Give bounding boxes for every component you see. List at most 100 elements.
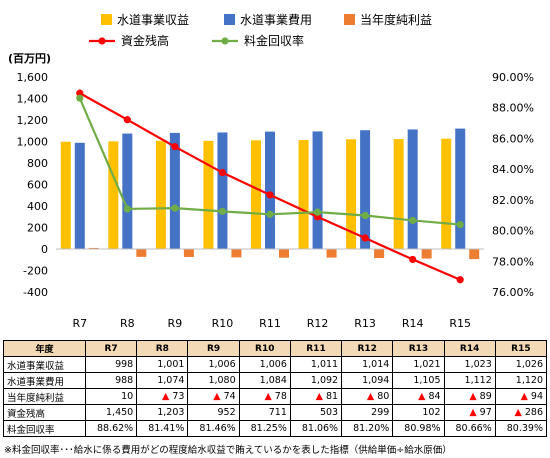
x-axis: R7 R8 R9 R10 R11 R12 R13 R14 R15: [72, 317, 471, 330]
footnote: ※料金回収率･･･給水に係る費用がどの程度給水収益で賄えているかを表した指標（供…: [4, 445, 452, 456]
table-cell: 1,105: [392, 372, 445, 389]
bar-revenue: [203, 140, 214, 249]
x-tick-label: R11: [259, 317, 281, 330]
table-cell: 1,080: [187, 372, 240, 389]
table-cell: ▲ 80: [341, 388, 394, 405]
table-cell: 102: [392, 404, 445, 421]
y-right-tick-label: 88.00%: [492, 102, 534, 115]
bar-revenue: [155, 140, 166, 249]
table-cell: 88.62%: [84, 420, 138, 437]
table-cell: 1,021: [392, 356, 445, 373]
recovery-rate-point: [266, 210, 274, 218]
table-row: 水道事業費用 988 1,074 1,080 1,084 1,092 1,094 1,105 1…: [3, 372, 548, 389]
y-axis-unit-label: (百万円): [8, 52, 51, 65]
table-cell: 1,203: [136, 404, 189, 421]
y-left-tick-label: 0: [41, 243, 48, 256]
y-axis-left: 1,600 1,400 1,200 1,000 800 600 400 200 0 -200 -40…: [17, 71, 49, 299]
bar-expense: [169, 132, 180, 249]
data-table: 年度 R7 R8 R9 R10 R11 R12 R13 R14 R15 水道事業収益 998 1,0…: [3, 340, 548, 437]
table-row: 資金残高 1,450 1,203 952 711 503 299 102 ▲ 97 ▲ 286: [3, 404, 548, 421]
table-cell: ▲ 81: [289, 388, 343, 405]
bar-expense: [265, 131, 275, 249]
y-left-tick-label: 800: [27, 157, 48, 170]
table-row-label: 資金残高: [3, 404, 86, 421]
bar-net-profit: [421, 249, 432, 259]
table-cell: 1,026: [494, 356, 548, 373]
table-row-label: 水道事業費用: [3, 372, 86, 389]
table-cell: 1,450: [84, 404, 138, 421]
table-cell: 80.39%: [494, 420, 548, 437]
table-header-label: 年度: [3, 340, 86, 357]
legend-label: 水道事業費用: [240, 12, 312, 27]
legend-label: 料金回収率: [244, 33, 304, 48]
table-cell: 81.06%: [289, 420, 343, 437]
x-tick-label: R9: [168, 317, 183, 330]
table-column-header: R7: [84, 340, 138, 357]
table-cell: 1,094: [341, 372, 394, 389]
bar-revenue: [346, 139, 357, 249]
fund-balance-point: [171, 143, 179, 151]
bar-net-profit: [231, 249, 242, 258]
bar-revenue: [60, 141, 71, 249]
y-left-tick-label: -200: [23, 265, 48, 278]
y-right-tick-label: 86.00%: [492, 132, 534, 145]
table-row-label: 当年度純利益: [3, 388, 86, 405]
bar-expense: [122, 133, 133, 249]
table-cell: 81.46%: [187, 420, 240, 437]
table-column-header: R12: [341, 340, 394, 357]
table-cell: 80.66%: [443, 420, 496, 437]
bar-expense: [217, 132, 228, 249]
table-cell: 10: [84, 388, 138, 405]
table-column-header: R9: [187, 340, 240, 357]
bar-expense: [360, 130, 371, 249]
table-cell: 80.98%: [392, 420, 445, 437]
y-left-tick-label: 1,000: [17, 136, 49, 149]
y-left-tick-label: 1,600: [17, 71, 49, 84]
bar-expense: [74, 142, 85, 249]
table-cell: ▲ 94: [494, 388, 548, 405]
recovery-rate-point: [313, 208, 322, 216]
legend-swatch: [344, 14, 355, 25]
fund-balance-point: [361, 234, 369, 242]
y-left-tick-label: 600: [27, 179, 48, 192]
x-tick-label: R15: [449, 317, 471, 330]
table-cell: ▲ 89: [443, 388, 496, 405]
bar-revenue: [393, 139, 404, 249]
fund-balance-point: [123, 116, 131, 124]
bar-expense: [407, 129, 418, 249]
table-row: 当年度純利益 10 ▲ 73 ▲ 74 ▲ 78 ▲ 81 ▲ 80 ▲ 84 ▲ 89 ▲ 94: [3, 388, 548, 405]
table-cell: 81.25%: [238, 420, 291, 437]
bar-expense: [455, 128, 466, 249]
table-cell: 1,023: [443, 356, 496, 373]
y-left-tick-label: 1,400: [17, 93, 49, 106]
bar-revenue: [298, 139, 309, 249]
legend-swatch: [224, 14, 235, 25]
fund-balance-point: [456, 276, 464, 284]
y-axis-right: 90.00% 88.00% 86.00% 84.00% 82.00% 80.00% 78.0…: [492, 71, 534, 299]
bar-net-profit: [136, 249, 147, 257]
recovery-rate-point: [409, 216, 417, 225]
table-cell: 1,084: [238, 372, 291, 389]
x-tick-label: R12: [307, 317, 329, 330]
table-cell: ▲ 84: [392, 388, 445, 405]
bar-expense: [312, 131, 323, 249]
y-left-tick-label: 200: [27, 222, 48, 235]
table-column-header: R13: [392, 340, 445, 357]
fund-balance-point: [409, 255, 417, 264]
x-tick-label: R14: [402, 317, 424, 330]
table-cell: 1,092: [289, 372, 343, 389]
table-row-label: 水道事業収益: [3, 356, 86, 373]
table-cell: 1,006: [238, 356, 291, 373]
fund-balance-point: [266, 191, 274, 199]
bar-net-profit: [326, 249, 337, 258]
table-cell: ▲ 73: [136, 388, 189, 405]
table-cell: 81.20%: [341, 420, 394, 437]
table-cell: 1,014: [341, 356, 394, 373]
table-column-header: R8: [136, 340, 189, 357]
table-cell: 503: [289, 404, 343, 421]
bar-net-profit: [88, 247, 99, 249]
bar-net-profit: [469, 249, 480, 260]
y-right-tick-label: 90.00%: [492, 71, 534, 84]
recovery-rate-point: [123, 205, 131, 213]
